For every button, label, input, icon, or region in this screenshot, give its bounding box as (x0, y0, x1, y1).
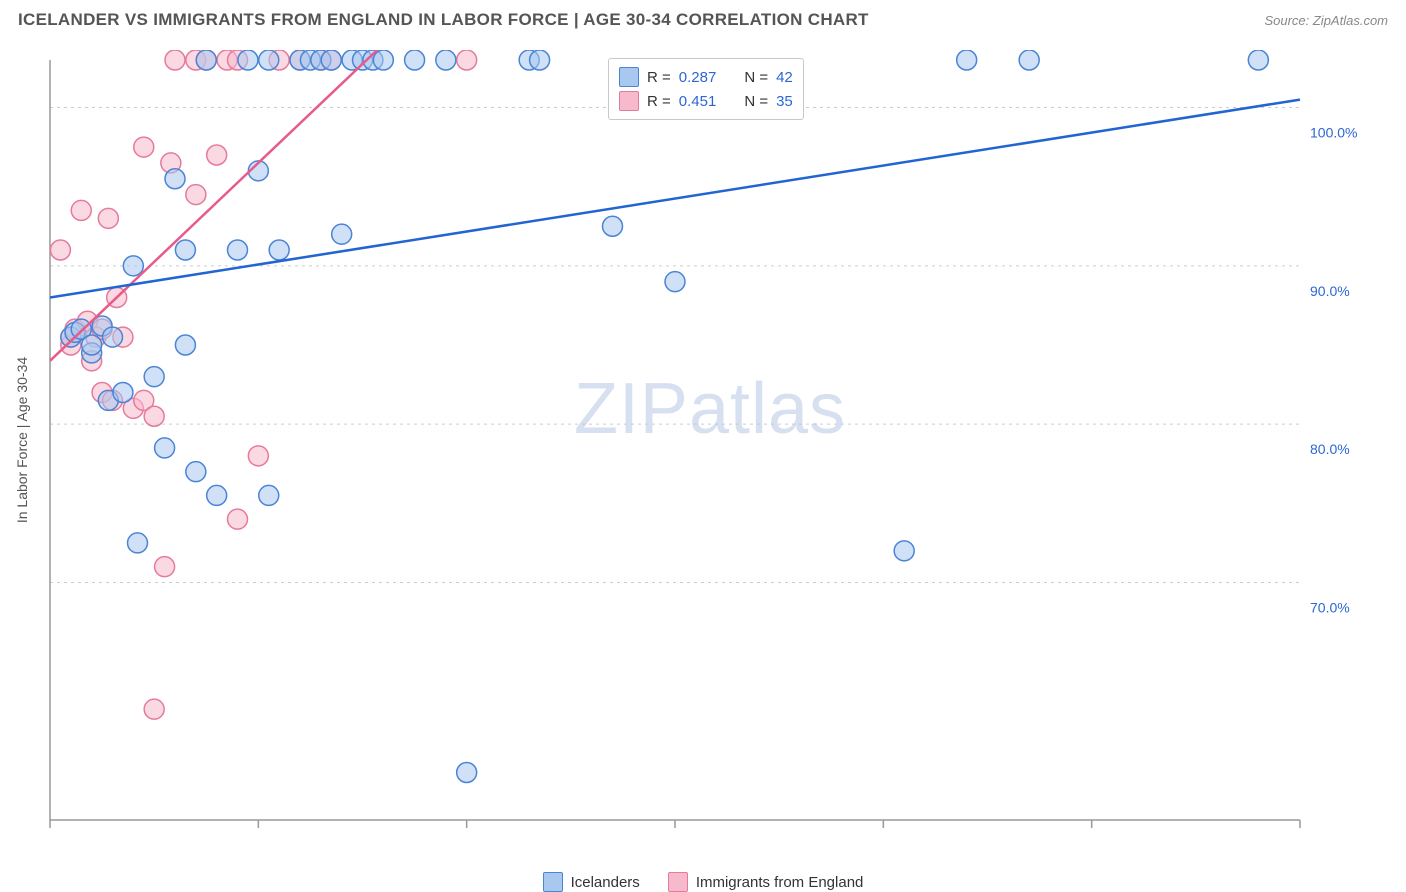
chart-title: ICELANDER VS IMMIGRANTS FROM ENGLAND IN … (18, 10, 869, 30)
stats-r-label: R = (647, 69, 671, 86)
svg-text:70.0%: 70.0% (1310, 600, 1350, 616)
stats-r-blue: 0.287 (679, 69, 717, 86)
legend: Icelanders Immigrants from England (0, 872, 1406, 892)
swatch-blue (543, 872, 563, 892)
y-axis-label: In Labor Force | Age 30-34 (14, 357, 30, 523)
stats-n-label: N = (744, 93, 768, 110)
stats-r-label: R = (647, 93, 671, 110)
stats-r-pink: 0.451 (679, 93, 717, 110)
stats-n-pink: 35 (776, 93, 793, 110)
swatch-blue (619, 67, 639, 87)
svg-text:100.0%: 100.0% (1310, 125, 1357, 141)
swatch-pink (619, 91, 639, 111)
source-attribution: Source: ZipAtlas.com (1264, 13, 1388, 28)
stats-n-blue: 42 (776, 69, 793, 86)
chart-canvas: 70.0%80.0%90.0%100.0%0.0%60.0% (40, 50, 1380, 830)
legend-label: Icelanders (571, 874, 640, 891)
correlation-stats-box: R = 0.287 N = 42 R = 0.451 N = 35 (608, 58, 804, 120)
stats-n-label: N = (744, 69, 768, 86)
legend-item-pink: Immigrants from England (668, 872, 864, 892)
scatter-chart: In Labor Force | Age 30-34 70.0%80.0%90.… (40, 50, 1380, 830)
title-bar: ICELANDER VS IMMIGRANTS FROM ENGLAND IN … (0, 0, 1406, 36)
svg-text:80.0%: 80.0% (1310, 441, 1350, 457)
stats-row-blue: R = 0.287 N = 42 (619, 65, 793, 89)
svg-text:90.0%: 90.0% (1310, 283, 1350, 299)
stats-row-pink: R = 0.451 N = 35 (619, 89, 793, 113)
legend-label: Immigrants from England (696, 874, 864, 891)
swatch-pink (668, 872, 688, 892)
legend-item-blue: Icelanders (543, 872, 640, 892)
